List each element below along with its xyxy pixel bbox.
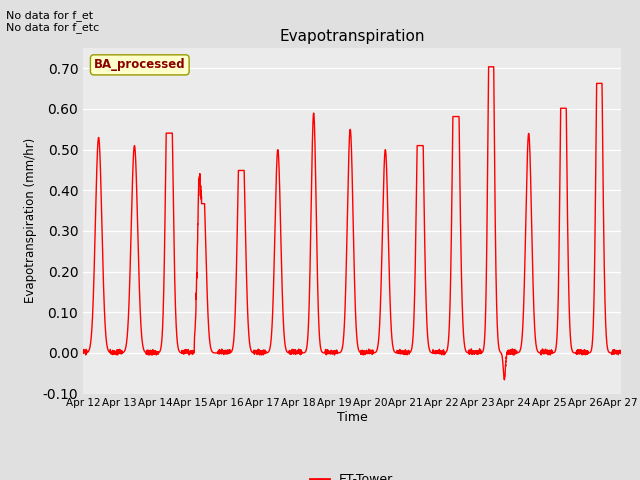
- Legend: ET-Tower: ET-Tower: [305, 468, 399, 480]
- Text: No data for f_et
No data for f_etc: No data for f_et No data for f_etc: [6, 10, 100, 33]
- Y-axis label: Evapotranspiration (mm/hr): Evapotranspiration (mm/hr): [24, 138, 37, 303]
- Text: BA_processed: BA_processed: [94, 59, 186, 72]
- X-axis label: Time: Time: [337, 411, 367, 424]
- Title: Evapotranspiration: Evapotranspiration: [279, 29, 425, 44]
